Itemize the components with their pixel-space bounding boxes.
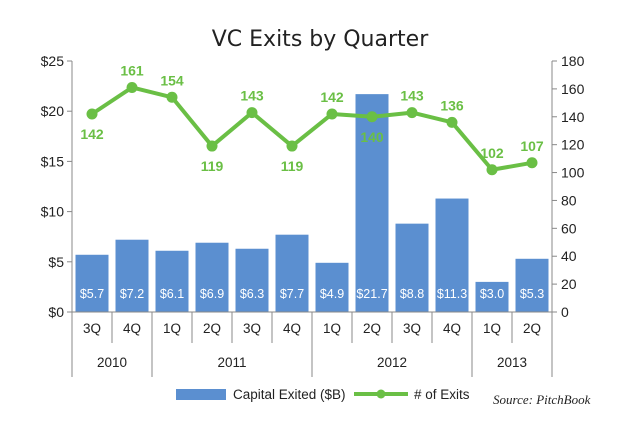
- category-label: 3Q: [403, 321, 421, 336]
- bar-value-label: $3.0: [480, 287, 504, 301]
- source-note: Source: PitchBook: [493, 392, 591, 407]
- legend-swatch-exits-marker: [376, 389, 386, 399]
- exits-point: [206, 140, 218, 152]
- left-tick-label: $15: [41, 153, 65, 169]
- right-tick-label: 20: [561, 276, 577, 292]
- exits-point: [526, 157, 538, 169]
- category-label: 4Q: [283, 321, 301, 336]
- exits-value-label: 143: [400, 88, 424, 104]
- right-tick-label: 180: [561, 53, 585, 69]
- exits-value-label: 119: [201, 158, 224, 174]
- exits-point: [406, 107, 418, 119]
- bar: [235, 248, 269, 312]
- left-tick-label: $25: [41, 53, 65, 69]
- legend: Capital Exited ($B) # of Exits: [176, 387, 470, 402]
- bar-value-label: $6.9: [200, 287, 224, 301]
- bar-value-label: $6.3: [240, 287, 264, 301]
- category-label: 2Q: [363, 321, 381, 336]
- category-label: 3Q: [83, 321, 101, 336]
- bar: [115, 239, 149, 312]
- bar: [435, 198, 469, 312]
- exits-point: [326, 108, 338, 120]
- bar: [475, 281, 509, 312]
- exits-value-label: 119: [281, 158, 304, 174]
- category-label: 3Q: [243, 321, 261, 336]
- right-tick-label: 140: [561, 109, 585, 125]
- left-tick-label: $10: [41, 204, 65, 220]
- bar-value-label: $5.7: [80, 287, 104, 301]
- right-tick-label: 160: [561, 81, 585, 97]
- category-label: 1Q: [323, 321, 341, 336]
- exits-value-label: 142: [80, 126, 104, 142]
- bar: [155, 250, 189, 312]
- exits-line-path: [90, 85, 533, 172]
- category-label: 2Q: [203, 321, 221, 336]
- category-label: 4Q: [123, 321, 141, 336]
- exits-line: 142 161 154 119 143 119 142 140 143 136 102 107: [80, 62, 544, 176]
- bar: [355, 94, 389, 312]
- exits-value-label: 154: [160, 72, 184, 88]
- left-tick-label: $0: [48, 304, 64, 320]
- bar-value-label: $4.9: [320, 287, 344, 301]
- category-label: 1Q: [163, 321, 181, 336]
- right-tick-label: 0: [561, 304, 569, 320]
- bar-value-label: $6.1: [160, 287, 184, 301]
- exits-point: [166, 91, 178, 103]
- legend-swatch-capital: [176, 389, 226, 400]
- exits-value-label: 142: [320, 89, 344, 105]
- legend-label-exits: # of Exits: [414, 387, 470, 402]
- bar-value-label: $7.7: [280, 287, 304, 301]
- chart-title: VC Exits by Quarter: [212, 27, 429, 52]
- exits-value-label: 136: [440, 97, 464, 113]
- category-label: 4Q: [443, 321, 461, 336]
- bar: [75, 254, 109, 312]
- bar: [515, 258, 549, 312]
- bar: [395, 223, 429, 312]
- exits-point: [486, 164, 498, 176]
- bar: [315, 262, 349, 312]
- left-tick-label: $5: [48, 254, 64, 270]
- exits-value-label: 107: [520, 138, 544, 154]
- category-label: 1Q: [483, 321, 501, 336]
- bar-value-label: $11.3: [437, 287, 467, 301]
- bar-value-label: $21.7: [356, 287, 387, 301]
- right-tick-label: 40: [561, 248, 577, 264]
- year-label: 2012: [377, 355, 407, 370]
- bar: [275, 234, 309, 312]
- year-label: 2013: [497, 355, 527, 370]
- exits-value-label: 143: [240, 88, 264, 104]
- exits-point: [126, 81, 138, 93]
- bar-value-label: $8.8: [400, 287, 424, 301]
- exits-value-label: 161: [120, 62, 144, 78]
- year-label: 2010: [97, 355, 127, 370]
- exits-value-label: 102: [480, 145, 504, 161]
- bar-value-label: $5.3: [520, 287, 544, 301]
- right-tick-label: 120: [561, 137, 585, 153]
- exits-point: [86, 108, 98, 120]
- legend-label-capital: Capital Exited ($B): [233, 387, 346, 402]
- bar: [195, 242, 229, 312]
- x-axis: 3Q 4Q 1Q 2Q 3Q 4Q 1Q 2Q 3Q 4Q 1Q 2Q 2010 2011 2012 2013: [71, 311, 553, 377]
- bars: $5.7 $7.2 $6.1 $6.9 $6.3 $7.7 $4.9 $21.7 $8.8 $11…: [75, 94, 549, 312]
- right-tick-label: 60: [561, 220, 577, 236]
- exits-point: [446, 116, 458, 128]
- year-label: 2011: [217, 355, 246, 370]
- exits-point: [366, 111, 378, 123]
- right-tick-label: 80: [561, 192, 577, 208]
- exits-value-label: 140: [360, 129, 384, 145]
- exits-point: [246, 107, 258, 119]
- left-tick-label: $20: [41, 103, 65, 119]
- bar-value-label: $7.2: [120, 287, 144, 301]
- right-tick-label: 100: [561, 165, 585, 181]
- exits-point: [286, 140, 298, 152]
- category-label: 2Q: [523, 321, 541, 336]
- axes: $0 $5 $10 $15 $20 $25 0 20 40 60 80 100 120 140 160 180: [41, 53, 585, 320]
